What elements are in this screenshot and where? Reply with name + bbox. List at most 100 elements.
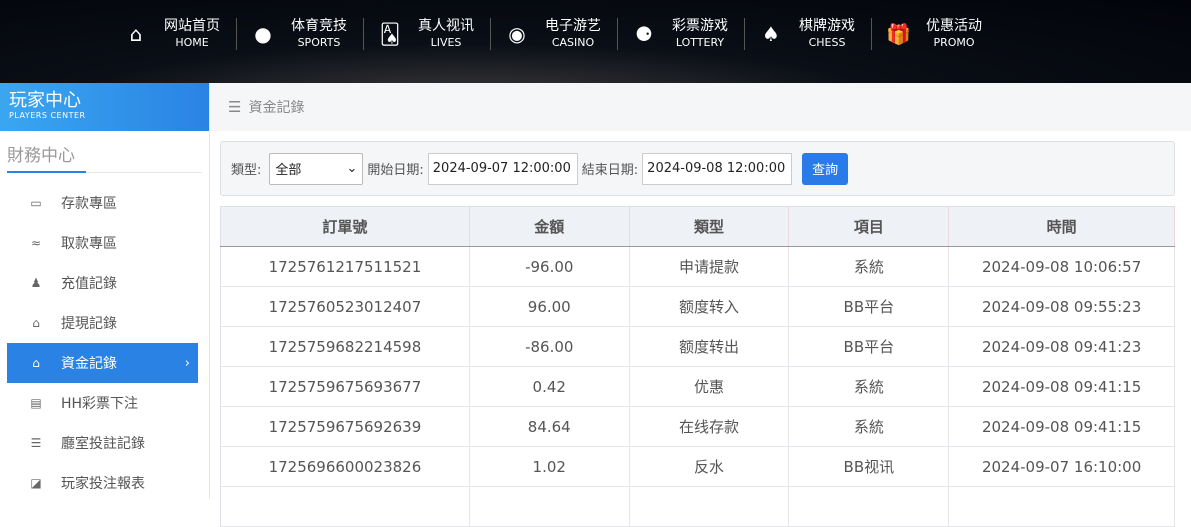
- nav-label: 彩票游戏 LOTTERY: [670, 18, 730, 50]
- column-header[interactable]: 金額: [469, 206, 630, 247]
- sidebar-item[interactable]: ≈ 取款專區: [7, 223, 198, 263]
- nav-label: 优惠活动 PROMO: [924, 18, 984, 50]
- table-cell: 2024-09-08 10:06:57: [948, 246, 1175, 287]
- end-date-label: 結束日期:: [581, 163, 639, 178]
- table-cell: 0.42: [469, 366, 630, 407]
- table-cell: 1725759682214598: [220, 326, 470, 367]
- nav-label-cn: 电子游艺: [545, 18, 601, 34]
- lottery-balls-icon: ⚈: [635, 22, 653, 46]
- nav-label-en: HOME: [175, 36, 209, 49]
- home-icon: ⌂: [129, 22, 143, 46]
- table-row[interactable]: 1725760523012407 96.00 额度转入 BB平台 2024-09-08 …: [220, 286, 1175, 327]
- table-cell: 反水: [629, 446, 790, 487]
- roulette-icon: ◉: [508, 22, 526, 46]
- bullet-list-icon: ☰: [30, 436, 42, 450]
- table-cell: 96.00: [469, 286, 630, 327]
- table-cell: 2024-09-08 09:41:15: [948, 406, 1175, 447]
- column-header[interactable]: 時間: [948, 206, 1175, 247]
- table-cell: 84.64: [469, 406, 630, 447]
- sidebar-item[interactable]: ◪ 玩家投注報表: [7, 463, 198, 503]
- nav-item-chess[interactable]: ♠ 棋牌游戏 CHESS: [745, 18, 872, 50]
- wallet-icon: ⌂: [32, 316, 40, 330]
- sidebar-title: 玩家中心: [9, 90, 81, 111]
- nav-item-promo[interactable]: 🎁 优惠活动 PROMO: [872, 18, 998, 50]
- ball-icon: ●: [254, 22, 272, 46]
- table-cell: 在线存款: [629, 406, 790, 447]
- main-content: ☰ 資金記錄 類型: 全部 ⌄ 開始日期: 2024-09-07 12:00:00…: [210, 83, 1191, 527]
- table-cell: BB平台: [788, 286, 950, 327]
- sidebar-item-label: 存款專區: [61, 196, 117, 212]
- table-row[interactable]: 1725759675692639 84.64 在线存款 系統 2024-09-08 09…: [220, 406, 1175, 447]
- sidebar-item[interactable]: ♟ 充值記錄: [7, 263, 198, 303]
- fund-records-table: 訂單號 金額 類型 項目 時間 1725761217511521 -96.00 申请提款 系統…: [220, 206, 1175, 527]
- nav-label-cn: 真人视讯: [418, 18, 474, 34]
- cards-icon: 🂡: [379, 22, 401, 46]
- table-cell: 申请提款: [629, 246, 790, 287]
- table-cell: [469, 486, 630, 527]
- sidebar-item-label: 資金記錄: [61, 356, 117, 372]
- sidebar-item[interactable]: ☰ 廳室投註記錄: [7, 423, 198, 463]
- table-row[interactable]: 1725761217511521 -96.00 申请提款 系統 2024-09-08 1…: [220, 246, 1175, 287]
- filter-bar: 類型: 全部 ⌄ 開始日期: 2024-09-07 12:00:00 結束日期: …: [220, 141, 1175, 196]
- nav-item-lottery[interactable]: ⚈ 彩票游戏 LOTTERY: [618, 18, 745, 50]
- table-row[interactable]: 1725759682214598 -86.00 额度转出 BB平台 2024-09-08…: [220, 326, 1175, 367]
- table-cell: BB平台: [788, 326, 950, 367]
- sidebar-item[interactable]: ▤ HH彩票下注: [7, 383, 198, 423]
- breadcrumb: ☰ 資金記錄: [210, 83, 1191, 131]
- nav-label-cn: 彩票游戏: [672, 18, 728, 34]
- nav-label: 网站首页 HOME: [162, 18, 222, 50]
- sidebar-item-label: 廳室投註記錄: [61, 436, 145, 452]
- table-cell: -96.00: [469, 246, 630, 287]
- type-select[interactable]: 全部 ⌄: [269, 152, 364, 185]
- table-row[interactable]: 1725696600023826 1.02 反水 BB视讯 2024-09-07 16:…: [220, 446, 1175, 487]
- section-tab-finance[interactable]: 財務中心: [7, 139, 202, 173]
- start-date-input[interactable]: 2024-09-07 12:00:00: [427, 152, 578, 185]
- start-date-label: 開始日期:: [367, 163, 424, 178]
- house-money-icon: ⌂: [32, 356, 40, 370]
- nav-label-en: CASINO: [551, 36, 595, 49]
- table-row[interactable]: [220, 486, 1175, 527]
- top-banner: ⌂ 网站首页 HOME ● 体育竞技 SPORTS 🂡 真人视讯 LIVES ◉ 电子游艺 CASIN…: [0, 0, 1191, 83]
- column-header[interactable]: 類型: [629, 206, 790, 247]
- table-cell: 系統: [788, 406, 950, 447]
- nav-item-lives[interactable]: 🂡 真人视讯 LIVES: [364, 18, 491, 50]
- end-date-input[interactable]: 2024-09-08 12:00:00: [642, 152, 793, 185]
- type-label: 類型:: [231, 163, 262, 178]
- menu-icon[interactable]: ☰: [228, 98, 242, 116]
- table-cell: 优惠: [629, 366, 790, 407]
- chart-icon: ◪: [30, 476, 42, 490]
- sidebar-item[interactable]: ⌂ 資金記錄 ›: [7, 343, 198, 383]
- table-cell: 系統: [788, 246, 950, 287]
- sidebar-item-label: 玩家投注報表: [61, 476, 145, 492]
- sidebar-item[interactable]: ⌂ 提現記錄: [7, 303, 198, 343]
- nav-label-en: PROMO: [933, 36, 975, 49]
- table-cell: -86.00: [469, 326, 630, 367]
- nav-item-casino[interactable]: ◉ 电子游艺 CASINO: [491, 18, 618, 50]
- table-cell: 2024-09-08 09:55:23: [948, 286, 1175, 327]
- nav-item-sports[interactable]: ● 体育竞技 SPORTS: [237, 18, 364, 50]
- gift-icon: 🎁: [886, 22, 911, 46]
- table-cell: 2024-09-07 16:10:00: [948, 446, 1175, 487]
- table-cell: 1725761217511521: [220, 246, 470, 287]
- nav-label-en: CHESS: [808, 36, 846, 49]
- sidebar-item[interactable]: ▭ 存款專區: [7, 183, 198, 223]
- sidebar-item-label: 提現記錄: [61, 316, 117, 332]
- chevron-right-icon: ›: [184, 355, 190, 371]
- sidebar-item-label: 取款專區: [61, 236, 117, 252]
- table-cell: 额度转出: [629, 326, 790, 367]
- table-cell: BB视讯: [788, 446, 950, 487]
- table-cell: 1.02: [469, 446, 630, 487]
- table-cell: 1725696600023826: [220, 446, 470, 487]
- table-row[interactable]: 1725759675693677 0.42 优惠 系統 2024-09-08 09:41…: [220, 366, 1175, 407]
- players-center-header: 玩家中心 PLAYERS CENTER: [0, 83, 209, 131]
- hand-cash-icon: ≈: [30, 236, 42, 250]
- nav-item-home[interactable]: ⌂ 网站首页 HOME: [110, 18, 237, 50]
- nav-label-en: LOTTERY: [675, 36, 725, 49]
- table-cell: [948, 486, 1175, 527]
- sidebar: 玩家中心 PLAYERS CENTER 財務中心 ▭ 存款專區 ≈ 取款專區 ♟ 充值記錄…: [0, 83, 210, 499]
- column-header[interactable]: 項目: [788, 206, 950, 247]
- card-icon: ▭: [30, 196, 42, 210]
- nav-label-cn: 体育竞技: [291, 18, 347, 34]
- query-button[interactable]: 查詢: [802, 152, 849, 185]
- column-header[interactable]: 訂單號: [220, 206, 470, 247]
